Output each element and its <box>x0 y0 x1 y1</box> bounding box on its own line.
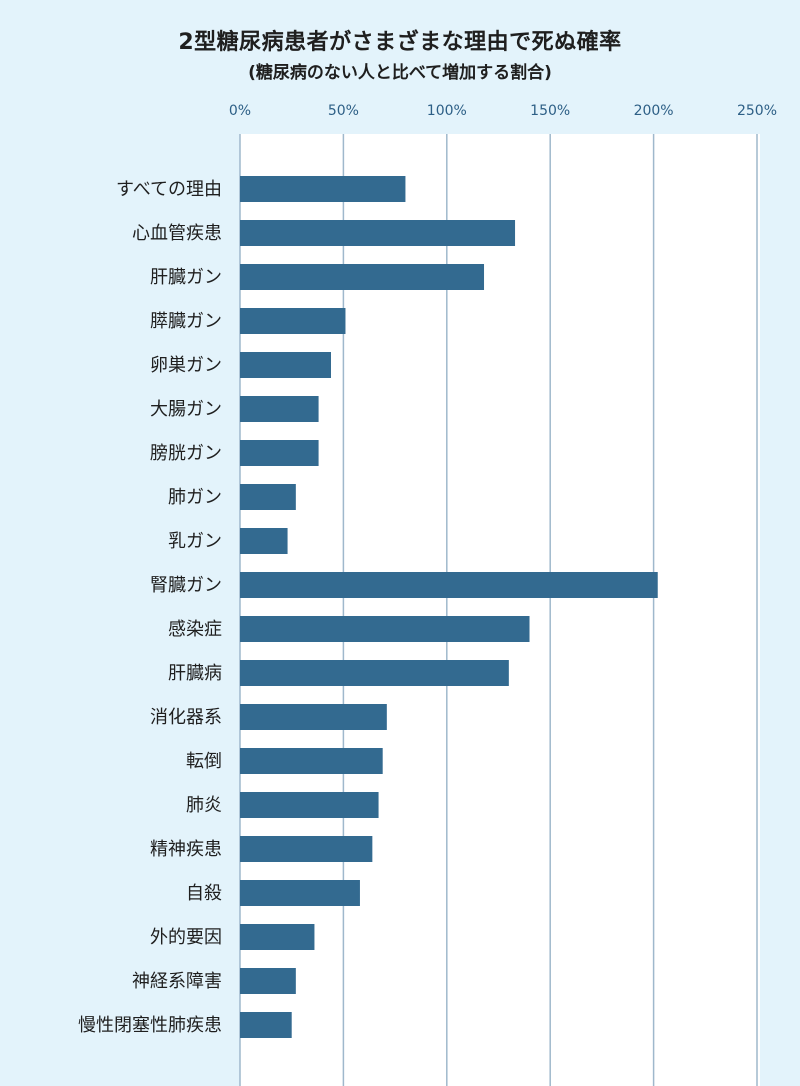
category-label: 膀胱ガン <box>150 443 222 464</box>
category-label: 肝臓ガン <box>150 267 222 288</box>
bar <box>240 484 296 510</box>
chart-subtitle: (糖尿病のない人と比べて増加する割合) <box>248 63 552 83</box>
category-label: 乳ガン <box>168 531 222 552</box>
bar <box>240 748 383 774</box>
bar <box>240 968 296 994</box>
bar <box>240 572 658 598</box>
bar <box>240 660 509 686</box>
x-tick-label: 100% <box>427 103 467 119</box>
category-label: 感染症 <box>168 619 222 640</box>
category-label: 慢性閉塞性肺疾患 <box>78 1015 222 1036</box>
bar <box>240 924 315 950</box>
x-tick-label: 250% <box>737 103 777 119</box>
bar <box>240 220 516 246</box>
x-axis-ticks: 0% 50% 100% 150% 200% 250% <box>229 103 777 119</box>
bar <box>240 880 360 906</box>
category-labels: すべての理由心血管疾患肝臓ガン膵臓ガン卵巣ガン大腸ガン膀胱ガン肺ガン乳ガン腎臓ガ… <box>78 179 222 1036</box>
bar <box>240 792 379 818</box>
x-tick-label: 200% <box>634 103 674 119</box>
x-tick-label: 0% <box>229 103 251 119</box>
bar <box>240 704 387 730</box>
category-label: 肺ガン <box>168 487 222 508</box>
bar <box>240 1012 292 1038</box>
chart-title: 2型糖尿病患者がさまざまな理由で死ぬ確率 <box>178 30 622 55</box>
x-tick-label: 50% <box>328 103 359 119</box>
category-label: 外的要因 <box>150 927 222 948</box>
bar <box>240 352 331 378</box>
category-label: 肝臓病 <box>168 663 222 684</box>
category-label: 腎臓ガン <box>150 575 222 596</box>
bar <box>240 396 319 422</box>
plot-area <box>240 134 760 1086</box>
bar <box>240 836 373 862</box>
category-label: 精神疾患 <box>150 839 222 860</box>
category-label: 心血管疾患 <box>132 223 222 244</box>
bar <box>240 440 319 466</box>
category-label: 神経系障害 <box>132 971 222 992</box>
bar <box>240 176 406 202</box>
bar <box>240 264 485 290</box>
bar <box>240 616 530 642</box>
category-label: 肺炎 <box>186 795 222 816</box>
bar <box>240 308 346 334</box>
category-label: 転倒 <box>186 751 222 772</box>
category-label: 大腸ガン <box>150 399 222 420</box>
category-label: すべての理由 <box>116 179 222 200</box>
category-label: 自殺 <box>186 883 222 904</box>
category-label: 消化器系 <box>150 707 222 728</box>
bar <box>240 528 288 554</box>
x-tick-label: 150% <box>530 103 570 119</box>
category-label: 膵臓ガン <box>150 311 222 332</box>
bars <box>240 176 658 1038</box>
category-label: 卵巣ガン <box>150 355 222 376</box>
